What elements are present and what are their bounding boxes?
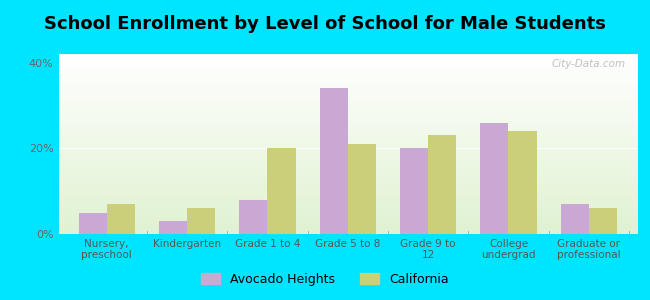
Text: City-Data.com: City-Data.com <box>551 59 625 69</box>
Bar <box>428 135 456 234</box>
Bar <box>400 148 428 234</box>
Bar <box>480 123 508 234</box>
Bar <box>159 221 187 234</box>
Bar <box>239 200 267 234</box>
Bar <box>267 148 296 234</box>
Text: School Enrollment by Level of School for Male Students: School Enrollment by Level of School for… <box>44 15 606 33</box>
Bar <box>561 204 589 234</box>
Bar <box>187 208 215 234</box>
Bar <box>79 213 107 234</box>
Bar <box>320 88 348 234</box>
Bar <box>508 131 536 234</box>
Bar <box>107 204 135 234</box>
Bar <box>348 144 376 234</box>
Legend: Avocado Heights, California: Avocado Heights, California <box>196 268 454 291</box>
Bar <box>589 208 617 234</box>
